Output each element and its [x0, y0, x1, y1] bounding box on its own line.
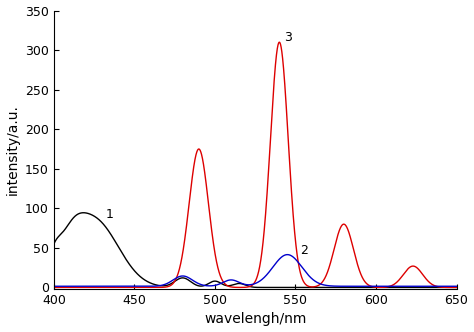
X-axis label: wavelengh/nm: wavelengh/nm [204, 312, 306, 326]
Text: 3: 3 [284, 31, 292, 43]
Text: 1: 1 [105, 208, 113, 221]
Y-axis label: intensity/a.u.: intensity/a.u. [6, 104, 19, 195]
Text: 2: 2 [300, 244, 308, 257]
